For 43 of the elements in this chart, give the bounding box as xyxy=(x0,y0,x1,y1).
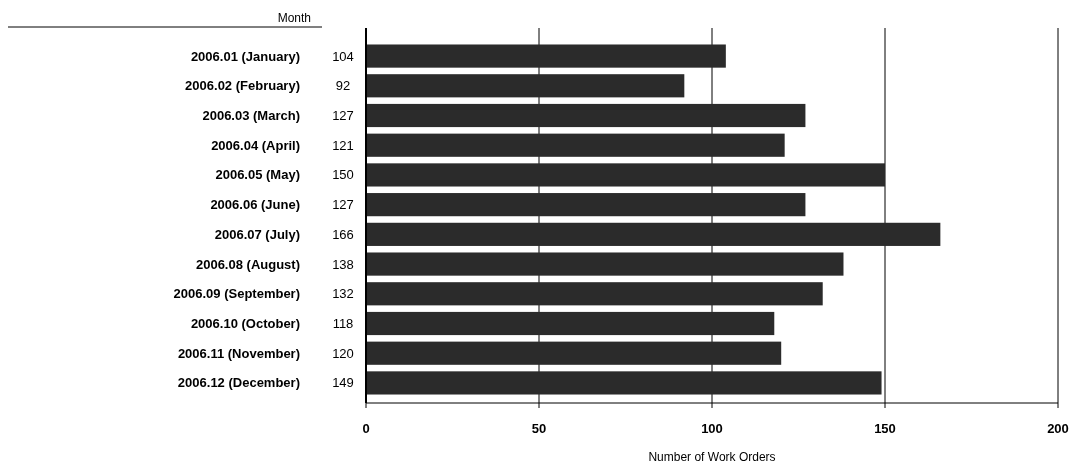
bar xyxy=(366,44,726,68)
y-tick-label: 2006.12 (December) xyxy=(177,375,300,391)
x-tick-label: 0 xyxy=(362,421,370,436)
data-label: 150 xyxy=(332,167,354,183)
bar xyxy=(366,74,685,98)
bar xyxy=(366,133,785,157)
y-tick-label: 2006.02 (February) xyxy=(185,78,300,94)
y-tick-label: 2006.01 (January) xyxy=(190,48,300,64)
data-label: 120 xyxy=(332,345,354,361)
bar xyxy=(366,282,823,306)
data-label: 118 xyxy=(332,316,354,332)
y-tick-label: 2006.03 (March) xyxy=(202,108,300,124)
y-tick-label: 2006.08 (August) xyxy=(195,256,300,272)
x-tick-label: 50 xyxy=(531,421,547,436)
bar xyxy=(366,311,775,336)
data-label: 121 xyxy=(332,137,354,153)
y-tick-label: 2006.07 (July) xyxy=(214,226,300,242)
bar xyxy=(366,371,882,395)
y-tick-label: 2006.06 (June) xyxy=(210,197,300,213)
bar xyxy=(366,163,885,187)
bar xyxy=(366,222,941,246)
data-label: 127 xyxy=(332,108,354,124)
x-axis-title: Number of Work Orders xyxy=(648,450,776,464)
y-axis-title: Month xyxy=(277,11,311,25)
bar xyxy=(366,193,806,217)
x-tick-label: 150 xyxy=(874,421,896,436)
data-label: 166 xyxy=(332,226,354,242)
y-tick-label: 2006.11 (November) xyxy=(177,345,300,361)
bar xyxy=(366,252,844,276)
data-label: 138 xyxy=(332,256,354,272)
bar xyxy=(366,341,782,365)
data-label: 127 xyxy=(332,197,354,213)
y-tick-label: 2006.05 (May) xyxy=(215,167,300,183)
y-tick-label: 2006.10 (October) xyxy=(190,316,300,332)
data-label: 92 xyxy=(335,78,351,94)
data-label: 132 xyxy=(332,286,354,302)
x-tick-label: 100 xyxy=(701,421,723,436)
data-label: 149 xyxy=(332,375,354,391)
y-tick-label: 2006.04 (April) xyxy=(211,137,300,153)
x-tick-label: 200 xyxy=(1047,421,1069,436)
y-tick-label: 2006.09 (September) xyxy=(173,286,300,302)
data-label: 104 xyxy=(332,48,354,64)
bar xyxy=(366,103,806,128)
